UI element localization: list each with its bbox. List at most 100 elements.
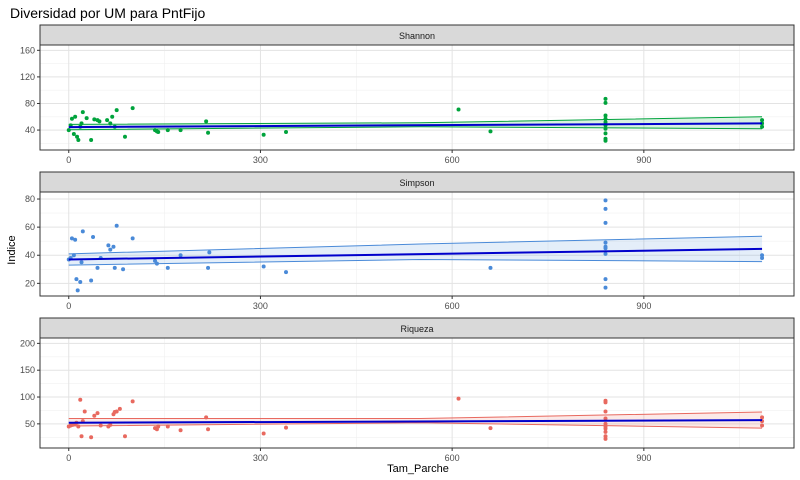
data-point	[603, 285, 608, 290]
data-point	[284, 130, 289, 135]
panel-riqueza: Riqueza 50 100 150 200 0 300 600 900	[20, 317, 795, 463]
data-point	[73, 237, 78, 242]
data-point	[78, 397, 83, 402]
data-point	[603, 400, 608, 405]
data-point	[78, 279, 83, 284]
data-point	[488, 265, 493, 270]
panel-shannon: Shannon 40 80 120 160 0 300 600 900	[20, 24, 795, 165]
data-point	[165, 424, 170, 429]
confidence-band	[68, 236, 763, 266]
data-point	[66, 128, 71, 133]
data-point	[108, 121, 113, 126]
data-point	[114, 108, 119, 113]
x-tick-label: 600	[445, 453, 460, 463]
data-point	[97, 119, 102, 124]
data-point	[95, 265, 100, 270]
data-point	[105, 118, 110, 123]
data-point	[603, 251, 608, 256]
x-tick-label: 0	[66, 155, 71, 165]
y-tick-label: 80	[25, 194, 35, 204]
data-point	[156, 130, 161, 135]
strip-label: Shannon	[399, 31, 435, 41]
data-point	[603, 220, 608, 225]
x-tick-label: 600	[445, 301, 460, 311]
data-point	[91, 234, 96, 239]
x-tick-label: 900	[636, 301, 651, 311]
data-point	[603, 120, 608, 125]
data-point	[89, 278, 94, 283]
data-point	[456, 107, 461, 112]
data-point	[98, 423, 103, 428]
data-point	[488, 129, 493, 134]
data-point	[79, 260, 84, 265]
data-point	[76, 424, 81, 429]
data-point	[95, 411, 100, 416]
data-point	[110, 114, 115, 119]
data-point	[603, 409, 608, 414]
data-point	[603, 240, 608, 245]
data-point	[122, 434, 127, 439]
data-point	[130, 106, 135, 111]
data-point	[165, 265, 170, 270]
data-point	[603, 277, 608, 282]
x-tick-label: 0	[66, 301, 71, 311]
data-point	[130, 236, 135, 241]
data-point	[80, 110, 85, 115]
data-point	[92, 117, 97, 122]
data-point	[603, 116, 608, 121]
data-point	[178, 128, 183, 133]
data-point	[284, 270, 289, 275]
data-point	[603, 100, 608, 105]
y-tick-label: 20	[25, 278, 35, 288]
panel-border	[39, 191, 795, 297]
data-point	[108, 422, 113, 427]
y-axis-title: Indice	[6, 235, 18, 264]
data-point	[114, 409, 119, 414]
panel-simpson: Simpson 20 40 60 80 0 300 600 900	[25, 171, 795, 311]
data-point	[71, 253, 76, 258]
data-point	[207, 250, 212, 255]
data-point	[603, 138, 608, 143]
regression-line	[68, 419, 763, 424]
data-point	[73, 114, 78, 119]
data-point	[603, 429, 608, 434]
data-point	[178, 428, 183, 433]
y-tick-label: 50	[25, 419, 35, 429]
data-point	[760, 256, 765, 261]
data-point	[106, 243, 111, 248]
y-tick-label: 200	[20, 338, 35, 348]
data-point	[89, 138, 94, 143]
data-point	[204, 415, 209, 420]
data-point	[603, 436, 608, 441]
data-point	[165, 128, 170, 133]
data-point	[603, 96, 608, 101]
data-point	[92, 413, 97, 418]
y-tick-label: 40	[25, 125, 35, 135]
data-point	[82, 409, 87, 414]
data-point	[84, 116, 89, 121]
regression-line	[68, 122, 763, 129]
confidence-band-lower	[68, 422, 763, 429]
data-point	[603, 416, 608, 421]
strip-label: Riqueza	[400, 324, 433, 334]
y-tick-label: 120	[20, 72, 35, 82]
data-point	[488, 426, 493, 431]
data-point	[79, 434, 84, 439]
data-point	[760, 423, 765, 428]
y-tick-label: 60	[25, 222, 35, 232]
confidence-band-upper	[68, 235, 763, 255]
data-point	[456, 396, 461, 401]
data-point	[111, 244, 116, 249]
data-point	[206, 130, 211, 135]
chart-title: Diversidad por UM para PntFijo	[10, 5, 206, 21]
panel-border	[39, 44, 795, 151]
data-point	[69, 236, 74, 241]
data-point	[204, 119, 209, 124]
data-point	[760, 118, 765, 123]
confidence-band-lower	[68, 126, 763, 131]
y-tick-label: 150	[20, 365, 35, 375]
data-point	[261, 264, 266, 269]
data-point	[156, 424, 161, 429]
data-point	[603, 206, 608, 211]
data-point	[79, 121, 84, 126]
